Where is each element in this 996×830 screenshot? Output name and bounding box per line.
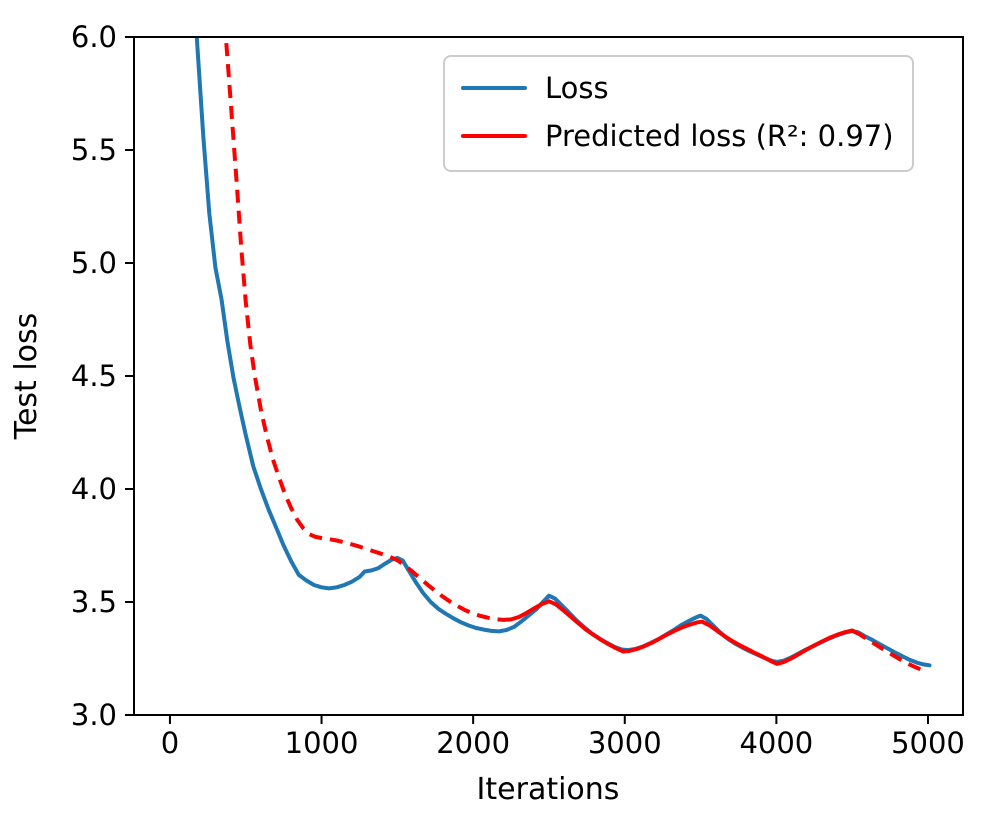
x-tick-label: 5000: [891, 726, 965, 760]
legend-label-loss: Loss: [545, 71, 609, 105]
y-tick-label: 4.5: [71, 359, 117, 393]
legend-item-loss: Loss: [461, 71, 894, 106]
legend: Loss Predicted loss (R²: 0.97): [443, 55, 914, 172]
predicted-loss-line-solid-segment: [506, 599, 857, 666]
y-tick-label: 3.5: [71, 585, 117, 619]
y-tick-label: 5.5: [71, 133, 117, 167]
plot-border: [133, 36, 964, 716]
y-tick-label: 3.0: [71, 698, 117, 732]
x-axis-label: Iterations: [477, 772, 620, 807]
y-axis-label: Test loss: [9, 313, 44, 441]
x-tick-label: 3000: [588, 726, 662, 760]
y-tick-label: 6.0: [71, 20, 117, 54]
y-tick-label: 4.0: [71, 472, 117, 506]
legend-item-predicted-loss: Predicted loss (R²: 0.97): [461, 119, 894, 154]
x-tick-label: 2000: [436, 726, 510, 760]
x-tick-label: 0: [161, 726, 179, 760]
legend-label-predicted-loss: Predicted loss (R²: 0.97): [545, 118, 894, 153]
x-tick-label: 1000: [285, 726, 359, 760]
predicted-loss-line-dashed-segment: [853, 629, 928, 674]
x-tick-label: 4000: [739, 726, 813, 760]
predicted-loss-line-sample: [461, 134, 527, 139]
plot-series: [194, 37, 932, 674]
axes: 0 1000 2000 3000 4000 5000 3.0 3.5 4.0 4.5 5.0 5.5 6…: [71, 20, 965, 760]
y-tick-label: 5.0: [71, 246, 117, 280]
loss-line-sample: [461, 86, 527, 91]
